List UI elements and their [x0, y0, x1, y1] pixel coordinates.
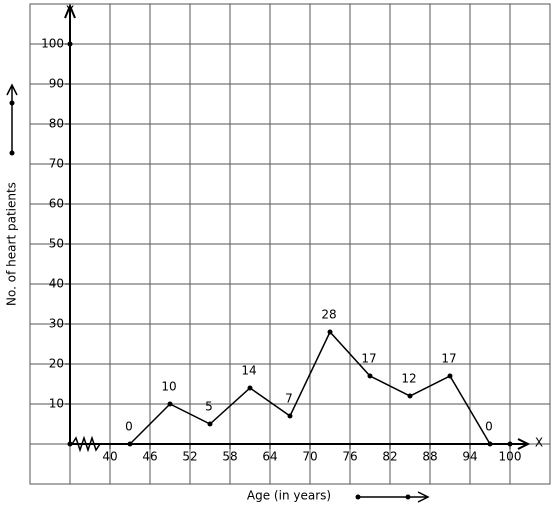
point — [407, 393, 413, 399]
x-tick-label: 70 — [302, 450, 317, 464]
x-tick-label: 58 — [222, 450, 237, 464]
x-tick-label: 100 — [499, 450, 522, 464]
axes — [6, 3, 531, 503]
x-tick-label: 52 — [182, 450, 197, 464]
x-tick-label: 46 — [142, 450, 157, 464]
point — [247, 385, 253, 391]
data-label: 17 — [441, 352, 456, 366]
point — [287, 413, 293, 419]
y-tick-label: 60 — [49, 197, 64, 211]
point — [327, 329, 333, 335]
axis-dots — [9, 41, 513, 500]
data-label: 28 — [321, 308, 336, 322]
data-label: 14 — [241, 364, 256, 378]
x-tick-label: 88 — [422, 450, 437, 464]
x-tick-label: 76 — [342, 450, 357, 464]
data-label: 17 — [361, 352, 376, 366]
y-tick-label: 20 — [49, 357, 64, 371]
y-tick-label: 100 — [41, 37, 64, 51]
data-label: 0 — [125, 420, 133, 434]
y-tick-label: 90 — [49, 77, 64, 91]
point — [367, 373, 373, 379]
point — [207, 421, 213, 427]
x-axis-name: X — [535, 436, 543, 450]
y-tick-label: 70 — [49, 157, 64, 171]
line — [129, 330, 491, 445]
data-label: 0 — [485, 420, 493, 434]
y-tick-label: 30 — [49, 317, 64, 331]
point — [127, 441, 133, 447]
point — [447, 373, 453, 379]
data-label: 7 — [285, 392, 293, 406]
grid — [29, 3, 551, 485]
x-tick-label: 94 — [462, 450, 477, 464]
y-tick-label: 50 — [49, 237, 64, 251]
y-axis-label: No. of heart patients — [5, 182, 19, 306]
y-tick-label: 10 — [49, 397, 64, 411]
point — [487, 441, 493, 447]
data-label: 12 — [401, 372, 416, 386]
y-tick-label: 80 — [49, 117, 64, 131]
point — [167, 401, 173, 407]
y-tick-label: 40 — [49, 277, 64, 291]
data-label: 5 — [205, 400, 213, 414]
y-axis-name: Y — [65, 4, 74, 18]
x-tick-label: 40 — [102, 450, 117, 464]
x-tick-label: 64 — [262, 450, 277, 464]
data-label: 10 — [161, 380, 176, 394]
x-axis-label: Age (in years) — [247, 489, 331, 503]
x-tick-label: 82 — [382, 450, 397, 464]
